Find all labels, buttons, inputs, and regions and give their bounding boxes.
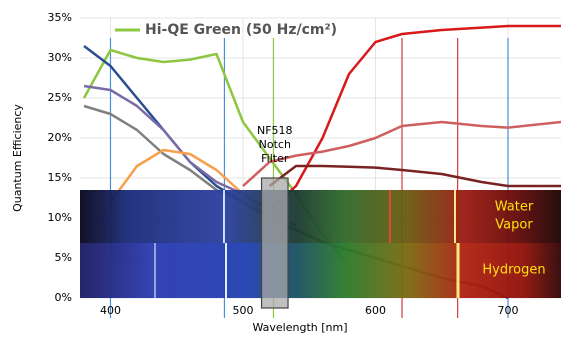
chart: Water Vapor Hydrogen Hi-QE Green (50 Hz/… [0,0,561,338]
y-tick-label: 15% [48,171,72,184]
y-tick-label: 35% [48,11,72,24]
x-tick-label: 400 [100,304,121,317]
y-tick-label: 5% [55,251,72,264]
y-tick-label: 25% [48,91,72,104]
x-tick-label: 600 [365,304,386,317]
notch-label: NF518 [257,124,293,137]
x-axis-label: Wavelength [nm] [252,321,347,334]
series-line [270,26,561,210]
series-line [270,166,561,186]
band-label: Water [495,200,534,215]
band-label: Vapor [495,218,533,233]
notch-label: Filter [261,152,289,165]
notch-label: Notch [259,138,291,151]
y-tick-label: 10% [48,211,72,224]
y-tick-label: 0% [55,291,72,304]
notch-filter [262,178,289,308]
band-label: Hydrogen [482,263,545,278]
water-vapor-spectrum [80,190,561,243]
spectra: Water Vapor Hydrogen [80,190,561,298]
legend-label: Hi-QE Green (50 Hz/cm²) [145,22,337,38]
y-axis-label: Quantum Efficiency [11,104,24,212]
y-tick-label: 20% [48,131,72,144]
x-tick-label: 500 [232,304,253,317]
y-tick-label: 30% [48,51,72,64]
x-tick-label: 700 [497,304,518,317]
